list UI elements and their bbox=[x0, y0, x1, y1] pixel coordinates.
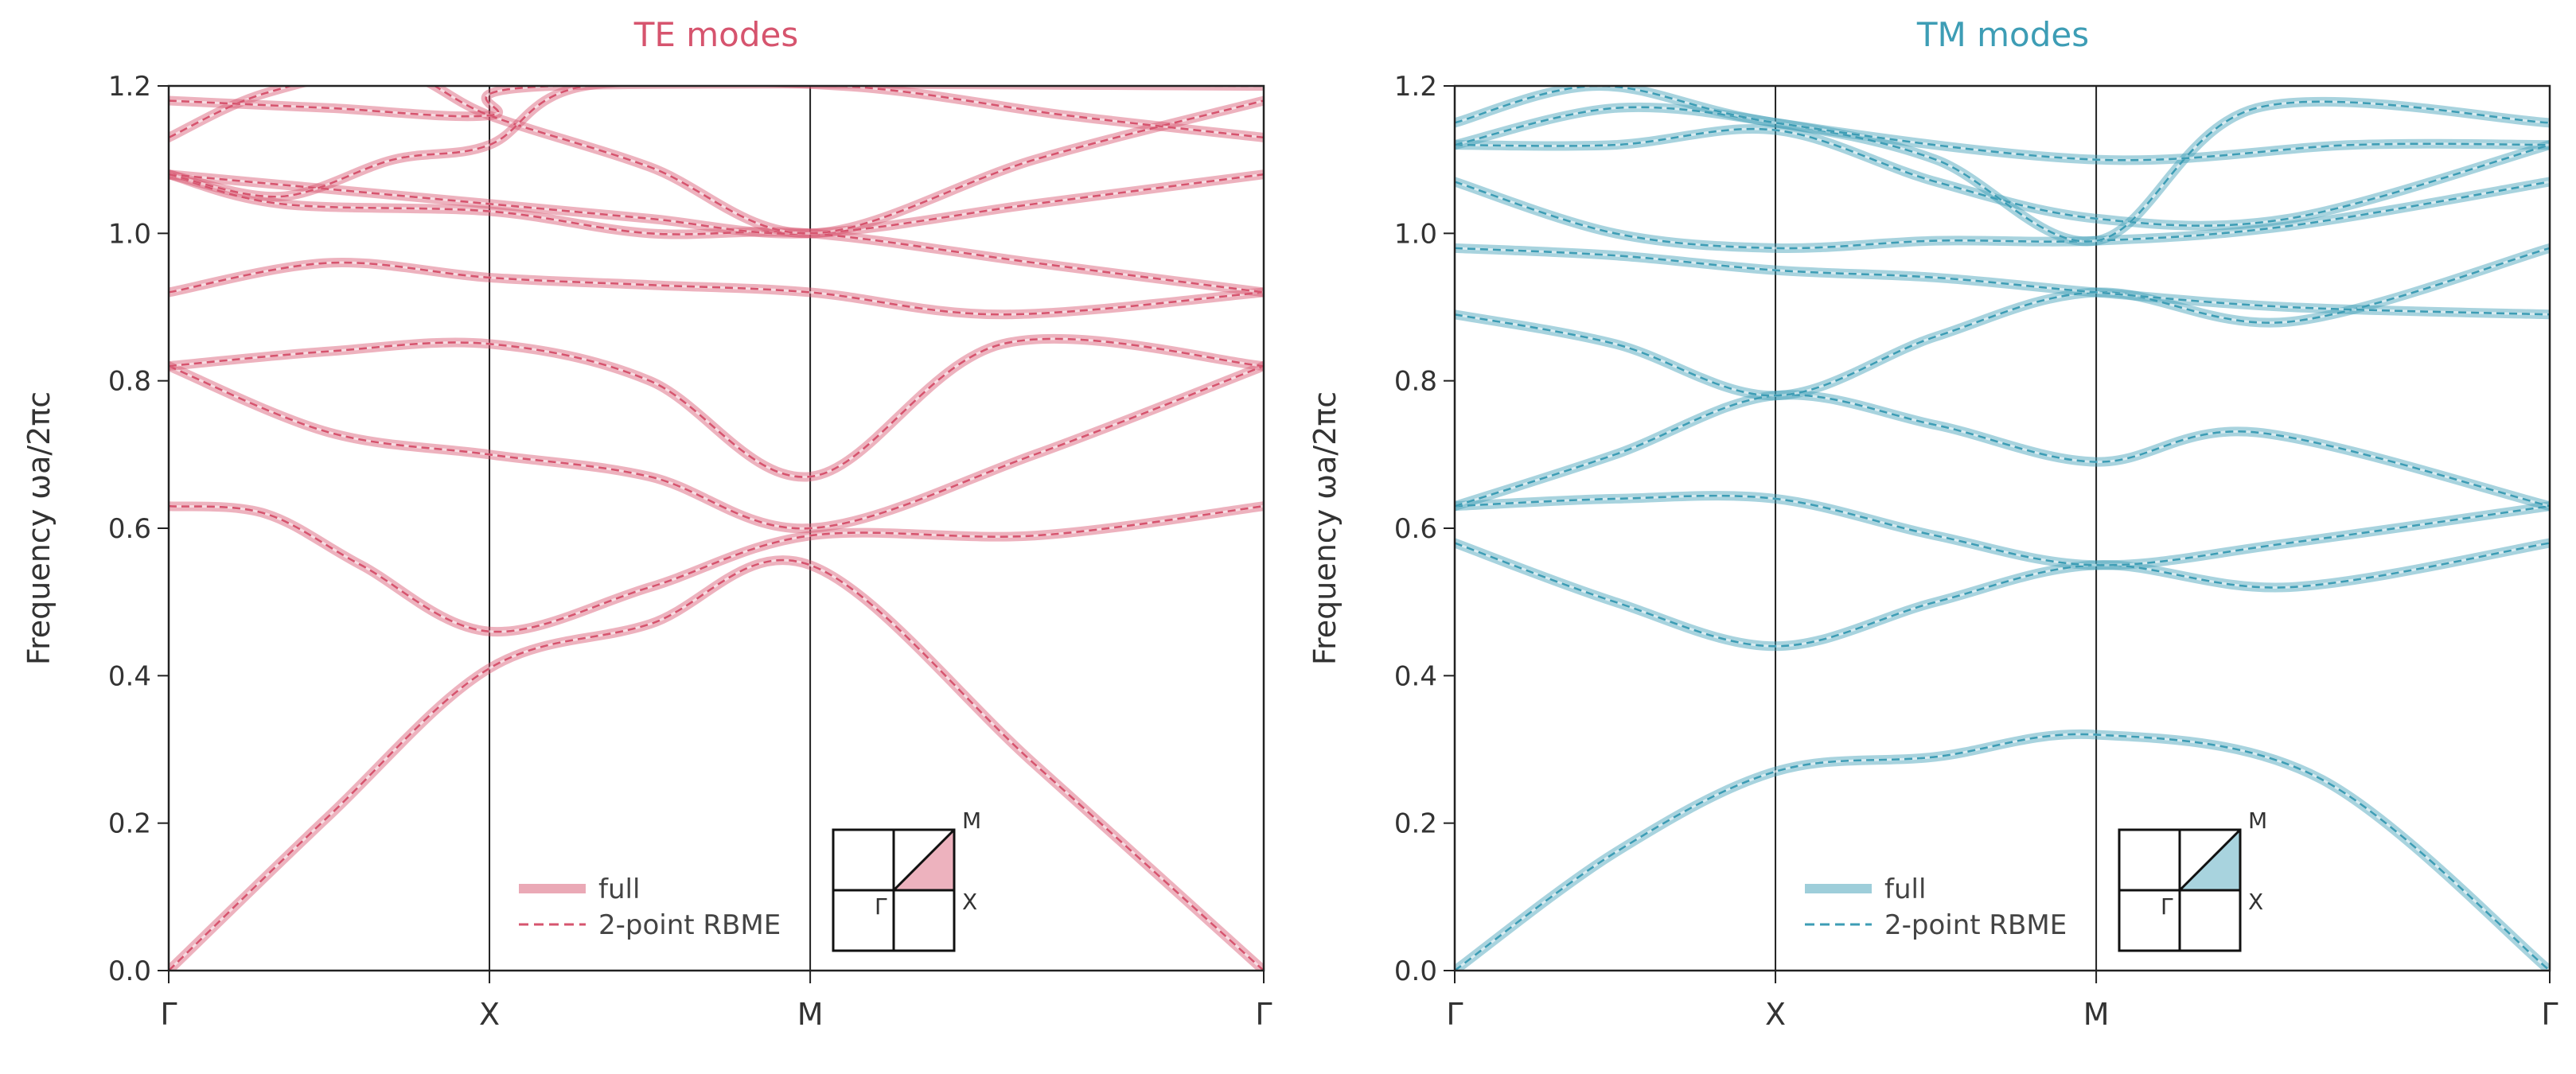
x-tick-label: X bbox=[479, 997, 500, 1032]
legend-full-label: full bbox=[1884, 874, 1926, 905]
y-tick-label: 0.6 bbox=[1394, 513, 1437, 545]
bands bbox=[169, 86, 1264, 971]
legend-rbme-label: 2-point RBME bbox=[1884, 909, 2067, 941]
y-tick-label: 1.2 bbox=[1394, 71, 1437, 103]
x-tick-label: X bbox=[1765, 997, 1786, 1032]
band-rbme-line bbox=[1455, 127, 2550, 228]
band-rbme-line bbox=[169, 364, 1264, 530]
band-rbme-line bbox=[1455, 247, 2550, 316]
zone-diagonal bbox=[2178, 828, 2242, 892]
plot-frame bbox=[1453, 84, 2551, 972]
legend: full 2-point RBME bbox=[1805, 874, 2067, 941]
y-tick-label: 0.4 bbox=[1394, 660, 1437, 692]
band-rbme-line bbox=[1455, 542, 2550, 648]
band-rbme-line bbox=[1455, 494, 2550, 566]
band-rbme-line bbox=[1455, 86, 2550, 161]
y-tick-label: 0.6 bbox=[108, 513, 151, 545]
inset-label-m: M bbox=[2248, 807, 2267, 834]
band-rbme-line bbox=[1455, 181, 2550, 250]
x-tick-label: Γ bbox=[1255, 997, 1272, 1032]
band-highlight-line bbox=[1455, 542, 2550, 648]
band-full-line bbox=[169, 333, 1264, 482]
y-tick-label: 0.2 bbox=[1394, 808, 1437, 840]
y-tick-label: 0.8 bbox=[1394, 366, 1437, 398]
inset-label-m: M bbox=[962, 807, 981, 834]
y-tick-label: 1.0 bbox=[108, 218, 151, 250]
band-highlight-line bbox=[169, 337, 1264, 478]
y-tick-label: 0.2 bbox=[108, 808, 151, 840]
legend-full-label: full bbox=[598, 874, 640, 905]
band-rbme-line bbox=[169, 337, 1264, 478]
band-full-line bbox=[169, 86, 1264, 122]
panel-te: TE modes Frequency ωa/2πc 0.0 0.2 0.4 0.6 0.8 1… bbox=[21, 15, 1272, 1032]
band-rbme-line bbox=[169, 173, 1264, 294]
x-tick-label: Γ bbox=[2541, 997, 2558, 1032]
chart-title: TE modes bbox=[633, 15, 799, 54]
y-tick-label: 0.4 bbox=[108, 660, 151, 692]
brillouin-zone-inset: M X Γ bbox=[832, 807, 981, 952]
band-highlight-line bbox=[1455, 247, 2550, 397]
legend: full 2-point RBME bbox=[519, 874, 781, 941]
bands bbox=[1455, 86, 2550, 971]
band-rbme-line bbox=[169, 504, 1264, 633]
y-axis-label: Frequency ωa/2πc bbox=[21, 391, 57, 665]
y-tick-label: 0.8 bbox=[108, 366, 151, 398]
x-tick-label: M bbox=[797, 997, 824, 1032]
zone-diagonal bbox=[892, 828, 956, 892]
legend-rbme-label: 2-point RBME bbox=[598, 909, 781, 941]
band-rbme-line bbox=[169, 86, 1264, 118]
brillouin-zone-inset: M X Γ bbox=[2118, 807, 2267, 952]
band-rbme-line bbox=[1455, 100, 2550, 243]
band-rbme-line bbox=[1455, 733, 2550, 971]
band-rbme-line bbox=[1455, 247, 2550, 397]
x-tick-label: Γ bbox=[1446, 997, 1463, 1032]
inset-label-x: X bbox=[2248, 889, 2263, 915]
band-rbme-line bbox=[169, 173, 1264, 235]
band-highlight-line bbox=[169, 364, 1264, 530]
inset-label-gamma: Γ bbox=[2161, 893, 2173, 920]
y-tick-label: 1.2 bbox=[108, 71, 151, 103]
y-tick-label: 1.0 bbox=[1394, 218, 1437, 250]
band-full-line bbox=[1455, 390, 2550, 512]
plot-frame bbox=[167, 84, 1265, 972]
chart-title: TM modes bbox=[1916, 15, 2089, 54]
band-rbme-line bbox=[169, 261, 1264, 316]
y-axis-label: Frequency ωa/2πc bbox=[1307, 391, 1343, 665]
y-tick-label: 0.0 bbox=[1394, 955, 1437, 987]
band-full-line bbox=[1455, 96, 2550, 247]
x-tick-label: Γ bbox=[160, 997, 177, 1032]
inset-label-x: X bbox=[962, 889, 977, 915]
inset-label-gamma: Γ bbox=[875, 893, 887, 920]
band-full-line bbox=[169, 501, 1264, 637]
band-full-line bbox=[1455, 538, 2550, 652]
band-rbme-line bbox=[169, 86, 1264, 235]
y-tick-label: 0.0 bbox=[108, 955, 151, 987]
band-rbme-line bbox=[169, 558, 1264, 971]
band-rbme-line bbox=[1455, 394, 2550, 508]
x-tick-label: M bbox=[2083, 997, 2110, 1032]
band-full-line bbox=[1455, 243, 2550, 401]
band-highlight-line bbox=[1455, 100, 2550, 243]
panel-tm: TM modes Frequency ωa/2πc 0.0 0.2 0.4 0.6 0.8 1… bbox=[1307, 15, 2558, 1032]
